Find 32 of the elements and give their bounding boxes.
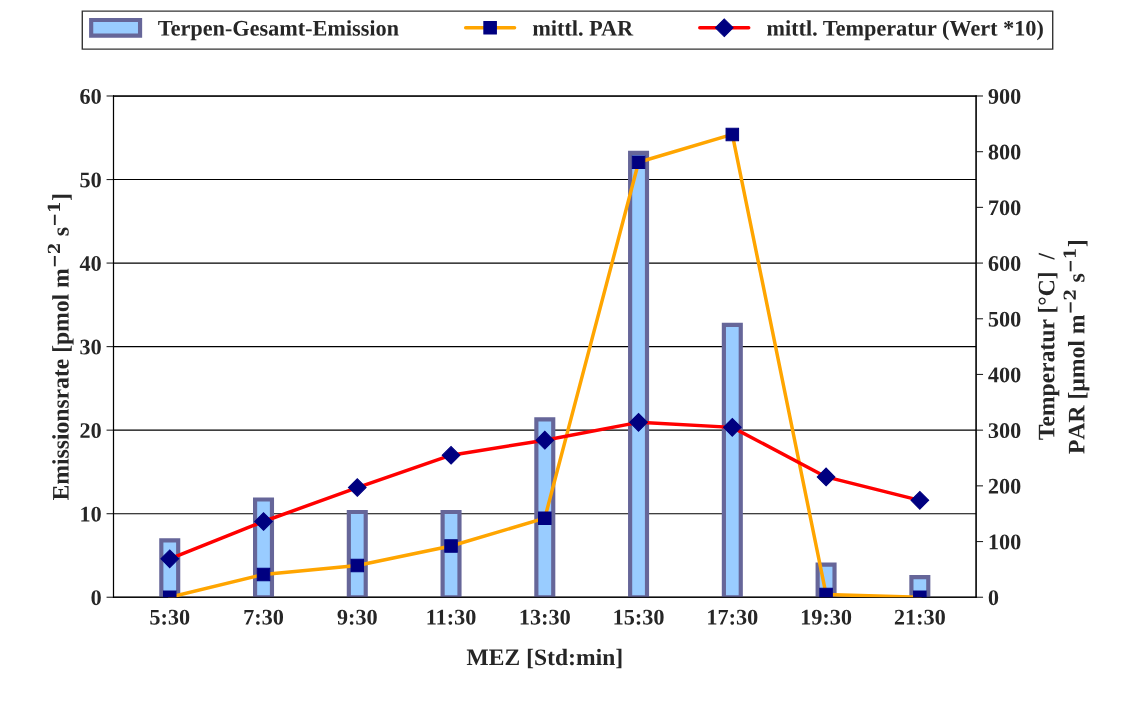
y2-tick-label: 200 <box>988 478 1021 494</box>
x-tick-label: 21:30 <box>894 609 945 625</box>
y2-tick-label: 800 <box>988 144 1021 160</box>
x-tick-label: 17:30 <box>708 609 758 625</box>
y2-axis-title: Temperatur [°C] / PAR [µmol m$^{−2}$ s$^{−1}$] <box>1037 240 1090 454</box>
y-tick-label: 60 <box>80 88 101 104</box>
y-tick-label: 10 <box>81 506 101 522</box>
y2-tick-label: 0 <box>988 590 999 606</box>
legend-label: mittl. PAR <box>532 20 634 36</box>
y2-tick-label: 300 <box>988 423 1021 439</box>
y2-tick-label: 500 <box>988 311 1021 327</box>
x-tick-label: 9:30 <box>337 609 377 625</box>
x-tick-label: 5:30 <box>150 609 190 625</box>
x-axis-title: MEZ [Std:min] <box>466 648 622 669</box>
y-tick-label: 20 <box>80 423 101 439</box>
x-tick-label: 15:30 <box>614 609 664 625</box>
y2-tick-label: 400 <box>988 367 1021 383</box>
x-tick-label: 11:30 <box>427 609 476 625</box>
x-tick-label: 19:30 <box>801 609 852 625</box>
legend-label: mittl. Temperatur (Wert *10) <box>767 20 1043 41</box>
x-tick-label: 7:30 <box>244 609 284 625</box>
y2-tick-label: 100 <box>989 534 1021 550</box>
y2-tick-label: 700 <box>989 200 1021 216</box>
y-tick-label: 0 <box>91 590 101 606</box>
y2-tick-label: 600 <box>988 256 1021 271</box>
y-axis-title: Emissionsrate [pmol m$^{−2}$ s$^{−1}$] <box>47 194 74 501</box>
y-tick-label: 30 <box>80 339 101 355</box>
x-tick-label: 13:30 <box>520 609 570 625</box>
legend-label: Terpen-Gesamt-Emission <box>158 20 399 41</box>
y2-tick-label: 900 <box>988 88 1021 104</box>
y-tick-label: 40 <box>79 256 101 271</box>
y-tick-label: 50 <box>80 172 101 188</box>
